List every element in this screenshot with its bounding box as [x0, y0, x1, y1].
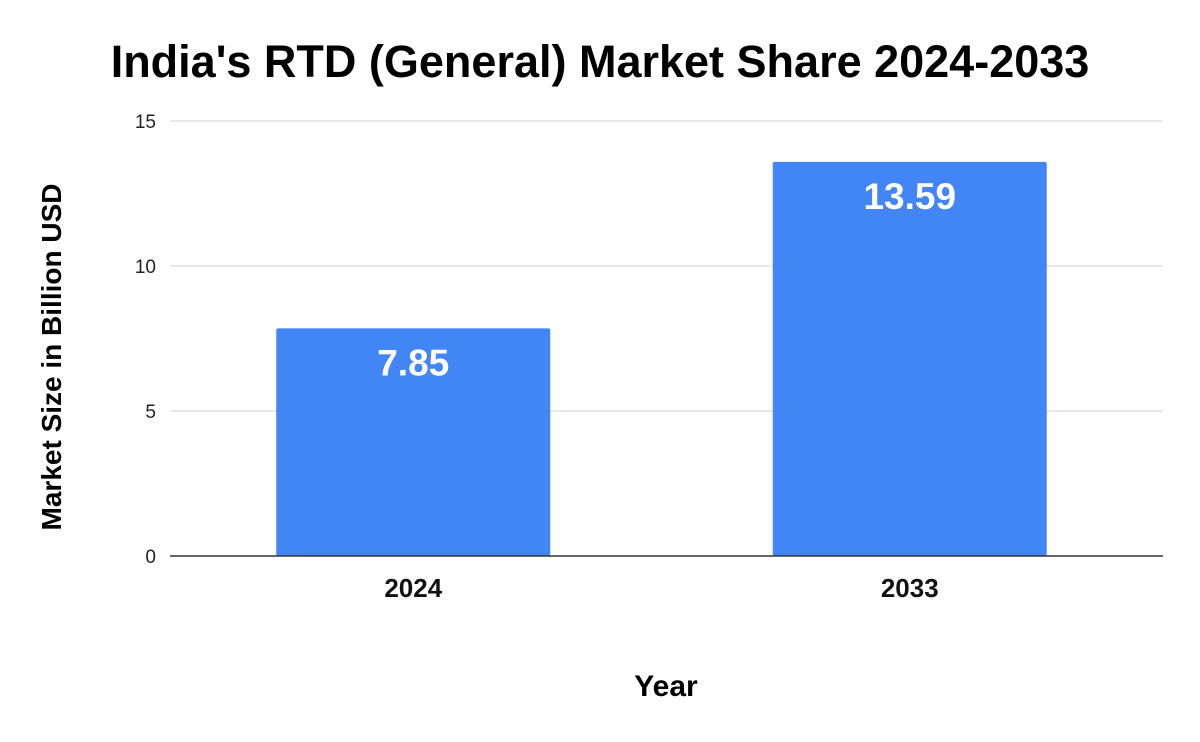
- data-label-2024: 7.85: [377, 342, 449, 383]
- chart-title: India's RTD (General) Market Share 2024-…: [111, 36, 1090, 87]
- bars: [276, 161, 1047, 556]
- y-tick-label: 0: [145, 547, 156, 568]
- y-tick-label: 10: [135, 257, 156, 278]
- y-tick-label: 5: [145, 402, 156, 423]
- data-labels: 7.85 13.59: [377, 176, 956, 383]
- bar-2024: [276, 328, 551, 556]
- y-tick-label: 15: [135, 112, 156, 133]
- y-axis-ticks: 0 5 10 15: [135, 112, 156, 568]
- x-tick-label: 2033: [881, 573, 939, 603]
- y-axis-label: Market Size in Billion USD: [36, 184, 67, 531]
- bar-2033: [772, 161, 1047, 556]
- data-label-2033: 13.59: [863, 176, 956, 217]
- x-axis-ticks: 2024 2033: [384, 573, 938, 603]
- x-tick-label: 2024: [384, 573, 442, 603]
- x-axis-label: Year: [634, 670, 698, 703]
